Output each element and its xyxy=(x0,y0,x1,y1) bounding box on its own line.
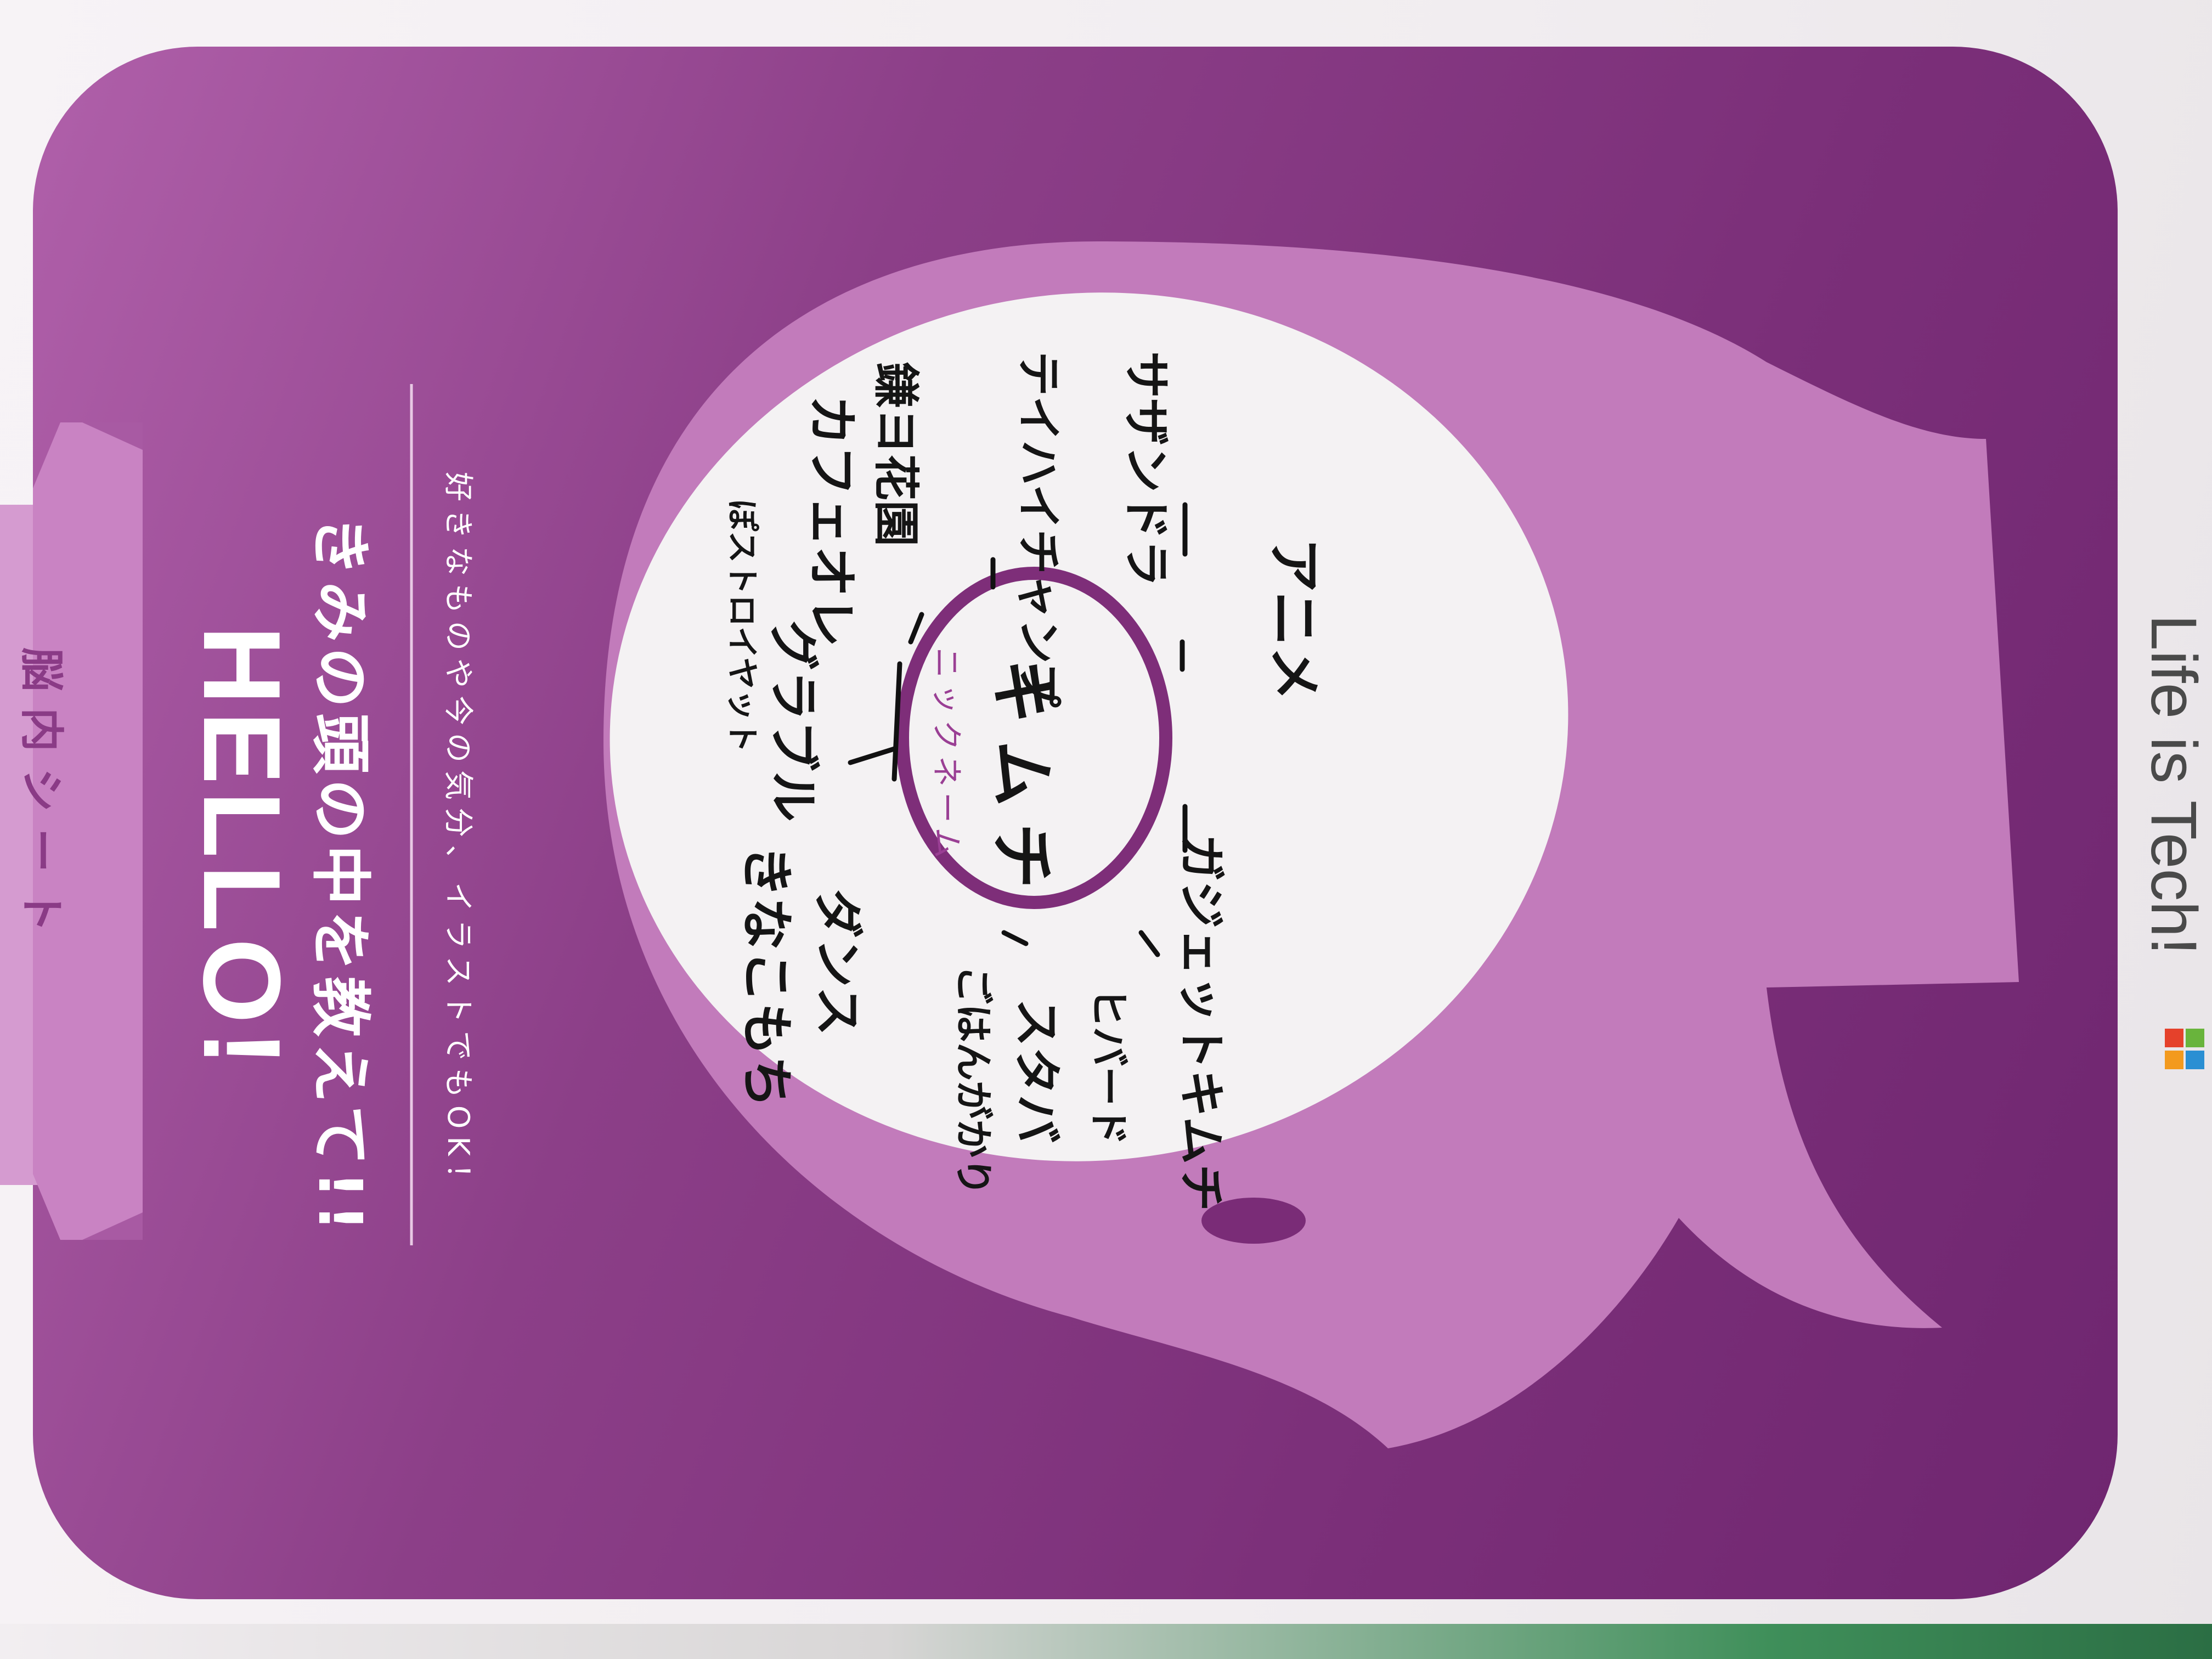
handwritten-item: テイハイチャンプ xyxy=(1012,351,1064,708)
subline: 好きなものや今の気分、イラストでもOK！ xyxy=(441,472,476,1201)
handwritten-item: 鎌ヨ花園 xyxy=(869,362,923,547)
handwritten-item: ヒバード xyxy=(1086,988,1132,1146)
mindmap-lines xyxy=(848,502,1188,957)
thought-bubble xyxy=(610,292,1568,1161)
ribbon-tag xyxy=(0,422,143,1240)
handwritten-item: スタバ xyxy=(1008,998,1065,1144)
desk-edge xyxy=(0,1624,2212,1659)
hello-title: HELLO! xyxy=(180,625,303,1074)
handwritten-item: ダンス xyxy=(809,889,866,1036)
handwritten-item: ガジェットキムチ xyxy=(1173,834,1228,1211)
handwritten-item: ごはんがかり xyxy=(951,966,996,1196)
handwritten-item: アニメ xyxy=(1262,538,1326,701)
handwritten-item: サザンドラ xyxy=(1119,351,1173,587)
brand-name: Life is Tech! xyxy=(2137,614,2210,955)
handwritten-item: ぽストロイヤット xyxy=(724,499,761,753)
headline: きみの頭の中を教えて!! xyxy=(305,516,375,1237)
head-eye xyxy=(1201,1198,1306,1244)
handwritten-item: グラブル xyxy=(764,620,822,822)
handwritten-item: きなこもち xyxy=(736,845,797,1108)
nickname-ring xyxy=(896,567,1172,909)
nickname-label: ニックネーム xyxy=(928,647,964,864)
handwritten-item: カフェオレ xyxy=(802,395,861,648)
ribbon-label: 脳内シート xyxy=(16,647,67,949)
brand-logo-mark xyxy=(2165,1029,2204,1069)
